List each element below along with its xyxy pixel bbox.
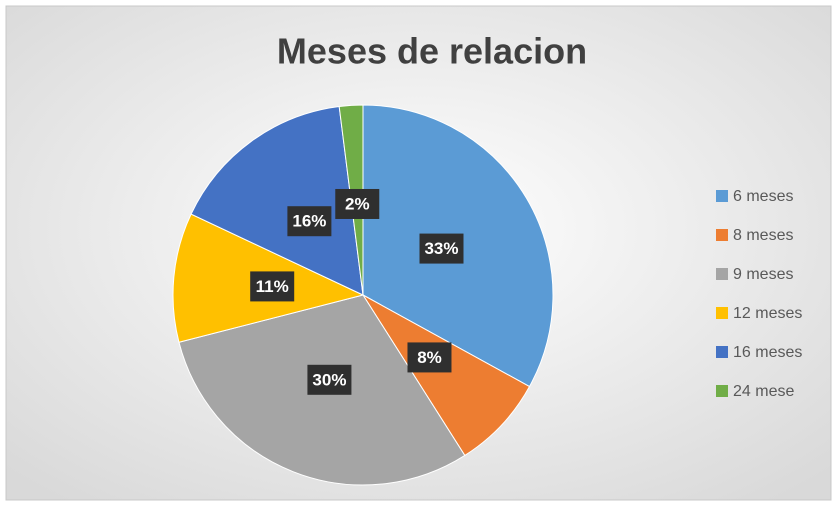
legend-swatch — [716, 307, 728, 319]
data-label-box — [250, 271, 295, 302]
data-label-box — [287, 206, 332, 237]
data-label: 33% — [424, 239, 458, 258]
legend-label: 8 meses — [733, 227, 793, 244]
data-label-box — [307, 364, 352, 395]
data-label: 30% — [312, 370, 346, 389]
legend-swatch — [716, 268, 728, 280]
data-label: 8% — [417, 348, 442, 367]
pie-slice — [190, 105, 364, 296]
data-label: 16% — [292, 212, 326, 231]
chart-title: Meses de relacion — [277, 31, 587, 72]
data-label-box — [335, 188, 380, 219]
legend-label: 6 meses — [733, 188, 793, 205]
data-label: 11% — [256, 277, 289, 296]
legend-swatch — [716, 229, 728, 241]
legend-label: 9 meses — [733, 266, 793, 283]
data-label-box — [407, 342, 452, 373]
legend-label: 16 meses — [733, 344, 802, 361]
data-label: 2% — [345, 194, 370, 213]
data-label-box — [419, 233, 464, 264]
legend-label: 12 meses — [733, 305, 802, 322]
legend-swatch — [716, 385, 728, 397]
legend-swatch — [716, 346, 728, 358]
legend-swatch — [716, 190, 728, 202]
pie-slice — [362, 294, 531, 457]
legend-label: 24 mese — [733, 383, 794, 400]
